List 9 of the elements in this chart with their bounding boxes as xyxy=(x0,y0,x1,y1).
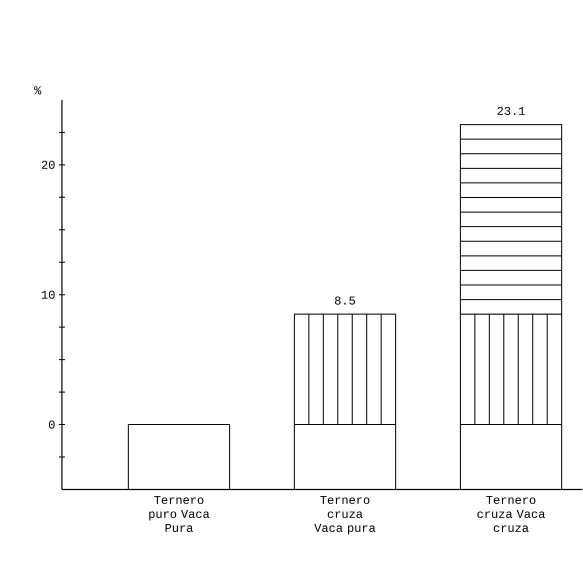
total-label: 23.1 xyxy=(497,106,525,115)
x-tick-label: Ternero cruza Vaca pura xyxy=(314,496,376,534)
y-tick-label: 10 xyxy=(42,290,55,299)
y-axis-title: % xyxy=(34,86,42,94)
y-tick-label: 20 xyxy=(42,160,55,169)
x-tick-label: Ternero puro Vaca Pura xyxy=(149,496,210,532)
total-label: 8.5 xyxy=(334,296,356,304)
y-tick-label: 0 xyxy=(48,420,55,428)
x-tick-label: Ternero cruza Vaca cruza xyxy=(477,496,545,532)
